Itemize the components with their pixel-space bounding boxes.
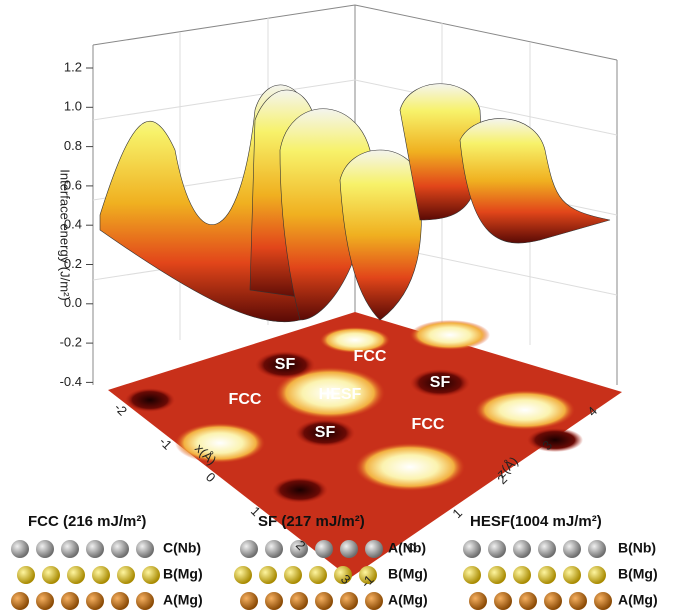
layer-label: B(Nb) bbox=[618, 540, 656, 556]
atom bbox=[563, 566, 581, 584]
y-tick-label: 0.4 bbox=[64, 217, 82, 232]
atom bbox=[265, 540, 283, 558]
layer-label: B(Mg) bbox=[618, 566, 658, 582]
layer-label: B(Mg) bbox=[163, 566, 203, 582]
layer-label: A(Mg) bbox=[388, 592, 428, 608]
atom bbox=[469, 592, 487, 610]
layer-label: A(Mg) bbox=[163, 592, 203, 608]
figure: Interface energy (J/m²) x(Å) z(Å) FCC (2… bbox=[0, 0, 677, 614]
stacking-title: HESF(1004 mJ/m²) bbox=[470, 513, 602, 530]
contour-label: HESF bbox=[319, 386, 362, 403]
atom bbox=[544, 592, 562, 610]
atom bbox=[67, 566, 85, 584]
y-tick-label: 0.0 bbox=[64, 295, 82, 310]
atom bbox=[284, 566, 302, 584]
atom bbox=[117, 566, 135, 584]
atom bbox=[340, 592, 358, 610]
atom bbox=[234, 566, 252, 584]
contour-label: FCC bbox=[354, 348, 387, 365]
y-tick-label: 1.0 bbox=[64, 99, 82, 114]
atom bbox=[488, 540, 506, 558]
atom bbox=[136, 540, 154, 558]
atom bbox=[111, 540, 129, 558]
z-tick-label: 1 bbox=[449, 505, 465, 521]
atom bbox=[494, 592, 512, 610]
atom bbox=[519, 592, 537, 610]
atom bbox=[11, 592, 29, 610]
atom bbox=[594, 592, 612, 610]
atom bbox=[569, 592, 587, 610]
y-tick-label: 0.8 bbox=[64, 138, 82, 153]
contour-label: SF bbox=[315, 424, 336, 441]
atom bbox=[111, 592, 129, 610]
atom bbox=[142, 566, 160, 584]
contour-label: FCC bbox=[412, 416, 445, 433]
atom bbox=[240, 540, 258, 558]
atom bbox=[259, 566, 277, 584]
atom bbox=[588, 540, 606, 558]
y-tick-label: 0.2 bbox=[64, 256, 82, 271]
atom bbox=[92, 566, 110, 584]
layer-label: A(Mg) bbox=[618, 592, 658, 608]
atom bbox=[538, 566, 556, 584]
y-tick-label: 1.2 bbox=[64, 59, 82, 74]
atom bbox=[315, 540, 333, 558]
contour-label: FCC bbox=[229, 391, 262, 408]
y-tick-label: 0.6 bbox=[64, 177, 82, 192]
atom bbox=[290, 592, 308, 610]
layer-label: C(Nb) bbox=[163, 540, 201, 556]
atom bbox=[17, 566, 35, 584]
atom bbox=[240, 592, 258, 610]
atom bbox=[463, 540, 481, 558]
y-tick-label: -0.2 bbox=[60, 335, 82, 350]
stacking-title: FCC (216 mJ/m²) bbox=[28, 513, 146, 530]
atom bbox=[42, 566, 60, 584]
atom bbox=[365, 592, 383, 610]
atom bbox=[513, 540, 531, 558]
atom bbox=[365, 540, 383, 558]
contour-label: SF bbox=[430, 374, 451, 391]
y-tick-label: -0.4 bbox=[60, 374, 82, 389]
atom bbox=[340, 540, 358, 558]
stacking-title: SF (217 mJ/m²) bbox=[258, 513, 365, 530]
atom bbox=[11, 540, 29, 558]
layer-label: B(Mg) bbox=[388, 566, 428, 582]
atom bbox=[61, 592, 79, 610]
atom bbox=[36, 592, 54, 610]
atom bbox=[61, 540, 79, 558]
contour-label: SF bbox=[275, 356, 296, 373]
atom bbox=[463, 566, 481, 584]
atom bbox=[315, 592, 333, 610]
atom bbox=[488, 566, 506, 584]
atom bbox=[513, 566, 531, 584]
atom bbox=[136, 592, 154, 610]
atom bbox=[86, 592, 104, 610]
atom bbox=[36, 540, 54, 558]
atom bbox=[309, 566, 327, 584]
x-tick-label: 0 bbox=[203, 469, 219, 485]
atom bbox=[563, 540, 581, 558]
atom bbox=[588, 566, 606, 584]
atom bbox=[86, 540, 104, 558]
atom bbox=[538, 540, 556, 558]
atom bbox=[265, 592, 283, 610]
